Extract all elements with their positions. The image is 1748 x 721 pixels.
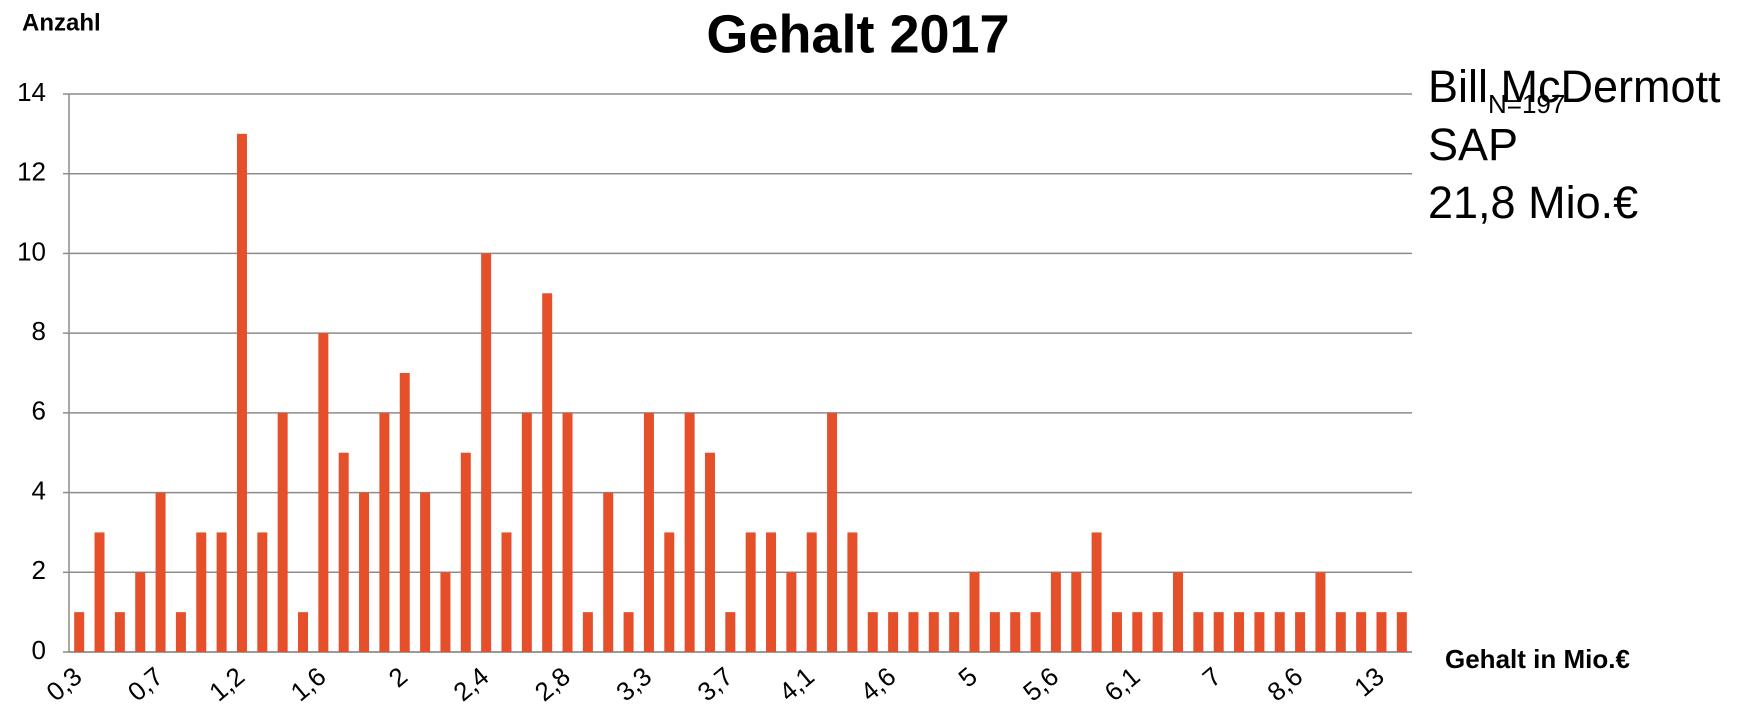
- x-tick-label: 6,1: [1099, 661, 1146, 707]
- bar: [277, 412, 288, 652]
- y-tick-label: 10: [17, 236, 46, 266]
- annotation-line: SAP: [1428, 119, 1518, 170]
- x-tick-label: 1,6: [285, 661, 332, 707]
- bar: [379, 412, 390, 652]
- bar: [1356, 612, 1367, 652]
- bar: [603, 492, 614, 652]
- x-tick-label: 7: [1197, 661, 1227, 693]
- bar: [1254, 612, 1265, 652]
- y-tick-label: 4: [32, 475, 46, 505]
- bar: [623, 612, 634, 652]
- bar: [827, 412, 838, 652]
- bar: [196, 532, 207, 652]
- y-tick-label: 2: [32, 555, 46, 585]
- bar: [440, 572, 451, 652]
- bar: [298, 612, 309, 652]
- bar: [806, 532, 817, 652]
- bar: [989, 612, 1000, 652]
- bar: [1172, 572, 1183, 652]
- bar: [318, 333, 329, 652]
- bar: [786, 572, 797, 652]
- y-tick-label: 8: [32, 316, 46, 346]
- bar: [888, 612, 899, 652]
- bar: [155, 492, 166, 652]
- annotation-line: 21,8 Mio.€: [1428, 177, 1638, 228]
- bar: [135, 572, 146, 652]
- bar: [359, 492, 370, 652]
- bar: [542, 293, 553, 652]
- bar: [94, 532, 105, 652]
- x-tick-label: 2,8: [529, 661, 576, 707]
- y-tick-label: 6: [32, 396, 46, 426]
- bar: [1315, 572, 1326, 652]
- x-tick-label: 5: [952, 661, 982, 693]
- bar: [745, 532, 756, 652]
- bar: [74, 612, 85, 652]
- bar: [684, 412, 695, 652]
- bar: [481, 253, 492, 652]
- bar: [582, 612, 593, 652]
- bar: [114, 612, 125, 652]
- y-tick-label: 0: [32, 635, 46, 665]
- x-tick-label: 3,7: [692, 661, 739, 707]
- y-axis-label: Anzahl: [22, 9, 101, 36]
- x-tick-label: 2,4: [447, 661, 494, 707]
- annotation-n: N=197: [1488, 89, 1565, 119]
- x-tick-label: 0,7: [122, 661, 169, 707]
- bar: [338, 452, 349, 652]
- x-axis-label: Gehalt in Mio.€: [1445, 644, 1630, 674]
- bar: [1050, 572, 1061, 652]
- bar: [562, 412, 573, 652]
- bar: [1396, 612, 1407, 652]
- bar: [725, 612, 736, 652]
- bar: [1335, 612, 1346, 652]
- x-tick-label: 8,6: [1261, 661, 1308, 707]
- x-tick-label: 1,2: [203, 661, 250, 707]
- bar: [1071, 572, 1082, 652]
- bar: [1193, 612, 1204, 652]
- bar: [1213, 612, 1224, 652]
- x-tick-label: 3,3: [610, 661, 657, 707]
- bar: [1030, 612, 1041, 652]
- y-tick-label: 12: [17, 157, 46, 187]
- bar: [1274, 612, 1285, 652]
- bar: [847, 532, 858, 652]
- bar: [1132, 612, 1143, 652]
- bar: [928, 612, 939, 652]
- bar: [1295, 612, 1306, 652]
- bar: [521, 412, 532, 652]
- bar: [1152, 612, 1163, 652]
- bar: [664, 532, 675, 652]
- bar: [643, 412, 654, 652]
- bar: [236, 133, 247, 652]
- bar: [1111, 612, 1122, 652]
- x-tick-label: 13: [1348, 661, 1389, 703]
- bar: [460, 452, 471, 652]
- bar: [766, 532, 777, 652]
- chart-title: Gehalt 2017: [706, 4, 1009, 64]
- bar: [969, 572, 980, 652]
- bar: [501, 532, 512, 652]
- bar: [867, 612, 878, 652]
- bar: [257, 532, 268, 652]
- bar: [175, 612, 186, 652]
- bar: [1234, 612, 1245, 652]
- bar: [399, 373, 410, 652]
- bar: [1010, 612, 1021, 652]
- y-tick-label: 14: [17, 77, 46, 107]
- bar: [949, 612, 960, 652]
- bar: [216, 532, 227, 652]
- x-tick-label: 2: [383, 661, 413, 693]
- bar: [704, 452, 715, 652]
- x-tick-label: 4,1: [773, 661, 820, 707]
- bar: [908, 612, 919, 652]
- bar: [420, 492, 431, 652]
- x-tick-label: 0,3: [40, 661, 87, 707]
- bar: [1376, 612, 1387, 652]
- bar: [1091, 532, 1102, 652]
- x-tick-label: 5,6: [1017, 661, 1064, 707]
- annotation-line: Bill McDermott: [1428, 61, 1721, 112]
- x-tick-label: 4,6: [854, 661, 901, 707]
